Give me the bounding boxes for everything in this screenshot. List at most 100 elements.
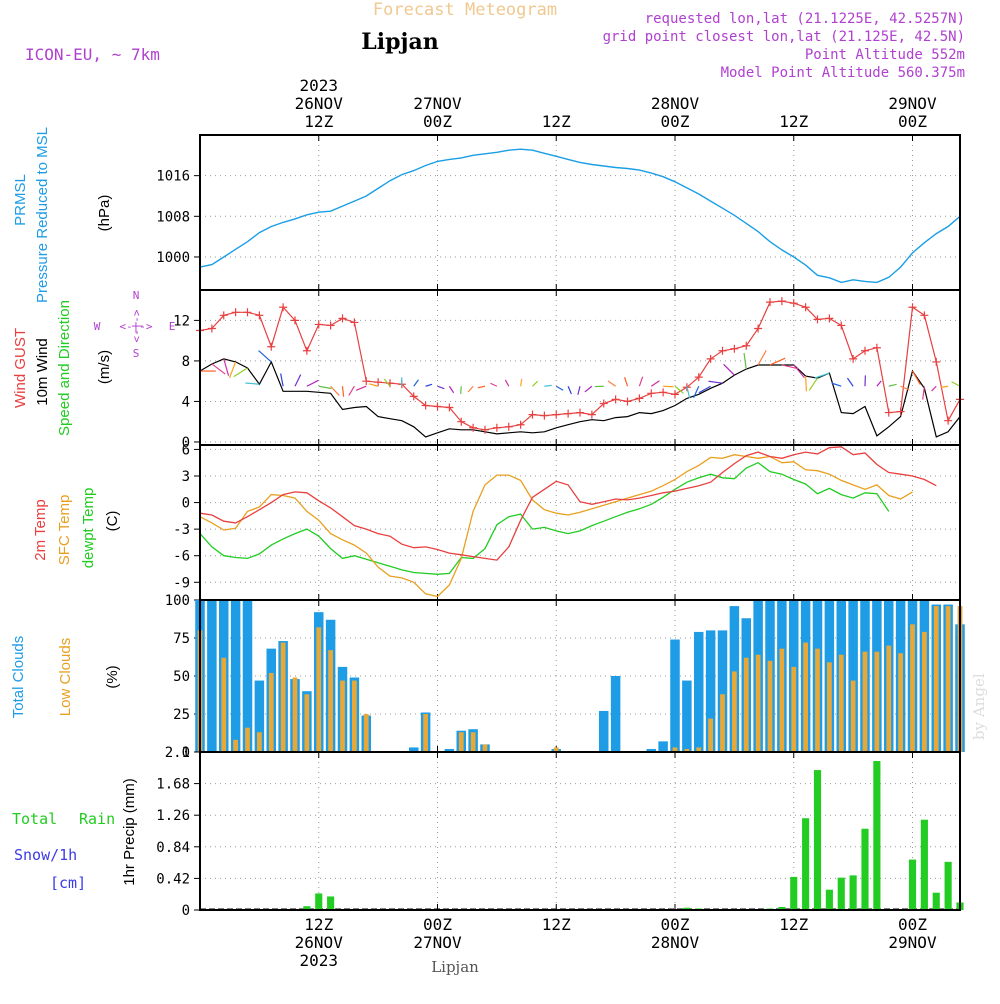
low-cloud-bar [471, 732, 476, 752]
wind-direction-arrow [544, 385, 551, 386]
total-cloud-bar [694, 632, 704, 752]
pressure-label-prmsl: PRMSL [12, 174, 29, 226]
wind-direction-arrow [585, 386, 592, 392]
total-cloud-bar [658, 741, 668, 752]
rain-bar [873, 761, 880, 910]
pressure-label-msl: Pressure Reduced to MSL [34, 127, 51, 303]
gust-marker [552, 411, 560, 419]
time-label: 26NOV [295, 94, 344, 113]
ytick-label: 1.68 [156, 777, 190, 793]
low-cloud-bar [780, 649, 785, 752]
gust-marker [897, 408, 905, 416]
wind-direction-arrow [556, 386, 563, 390]
low-cloud-bar [839, 655, 844, 752]
time-label: 2023 [299, 76, 338, 95]
wind-direction-arrow [794, 365, 805, 378]
snow-label: Snow/1h [14, 846, 77, 864]
time-label: 28NOV [651, 94, 700, 113]
wind-direction-arrow [724, 364, 735, 375]
wind-direction-arrow [709, 381, 723, 383]
low-cloud-bar [423, 714, 428, 752]
wind-unit: (m/s) [96, 350, 113, 384]
low-cloud-bar [910, 624, 915, 752]
gust-marker [885, 409, 893, 417]
gust-marker [327, 321, 335, 329]
wind-direction-arrow [461, 386, 462, 394]
ytick-label: 8 [182, 354, 190, 370]
low-cloud-bar [459, 732, 464, 752]
low-clouds-label: Low Clouds [57, 638, 74, 716]
rain-bar [850, 875, 857, 910]
wind-direction-arrow [806, 376, 807, 391]
low-cloud-bar [708, 719, 713, 752]
gust-marker [671, 390, 679, 398]
gust-marker [315, 320, 323, 328]
gust-marker [647, 389, 655, 397]
wind-direction-arrow [639, 377, 642, 387]
gust-marker [505, 423, 513, 431]
wind-direction-arrow [533, 381, 538, 386]
low-cloud-bar [281, 643, 286, 752]
gust-marker [267, 343, 275, 351]
rain-bar [909, 860, 916, 910]
low-cloud-bar [934, 606, 939, 752]
wind-direction-arrow [663, 386, 673, 387]
low-cloud-bar [768, 661, 773, 752]
rain-bar [945, 862, 952, 910]
ytick-label: 1000 [156, 250, 190, 266]
rain-bar [921, 820, 928, 910]
info-grid-point: grid point closest lon,lat (21.125E, 42.… [603, 29, 965, 45]
rain-bar [814, 770, 821, 910]
wind-direction-arrow [913, 371, 921, 385]
gust-marker [255, 311, 263, 319]
wind-direction-arrow [932, 386, 937, 391]
low-cloud-bar [483, 744, 488, 752]
time-label: 00Z [898, 915, 927, 934]
wind-direction-arrow [490, 383, 496, 386]
wind-direction-arrow [295, 375, 301, 387]
wind-direction-arrow [307, 380, 319, 386]
wind-direction-arrow [952, 382, 960, 386]
compass-w: W [94, 320, 101, 333]
rain-bar [933, 893, 940, 910]
t2m-line [200, 447, 936, 560]
wind-direction-arrow [608, 381, 616, 386]
ytick-label: 75 [173, 631, 190, 647]
low-cloud-bar [791, 667, 796, 752]
low-cloud-bar [233, 740, 238, 752]
cloud-labels: Total Clouds Low Clouds (%) [10, 636, 121, 719]
gust-marker [790, 299, 798, 307]
wind-direction-arrow [234, 368, 248, 377]
time-label: 12Z [779, 915, 808, 934]
wind-direction-arrow [687, 386, 690, 398]
gust-marker [350, 318, 358, 326]
gust-marker [730, 345, 738, 353]
gust-marker [493, 424, 501, 432]
wind-direction-arrow [468, 386, 473, 392]
wind-10m-label: 10m Wind [34, 338, 51, 406]
ytick-label: -9 [173, 575, 190, 591]
low-cloud-bar [744, 658, 749, 752]
dewpt-line [200, 463, 889, 575]
compass-s: S [133, 347, 140, 360]
wind-direction-arrow [758, 350, 766, 365]
gust-marker [849, 355, 857, 363]
low-cloud-bar [269, 673, 274, 752]
panel-frame [200, 445, 960, 600]
gust-marker [825, 314, 833, 322]
time-label: 28NOV [651, 933, 700, 952]
wind-direction-arrow [847, 378, 853, 386]
watermark: by Angel [970, 673, 988, 740]
gust-marker [434, 403, 442, 411]
wind-direction-arrow [770, 358, 785, 365]
total-cloud-bar [670, 640, 680, 752]
wind-direction-arrow [809, 378, 817, 390]
gust-marker [754, 324, 762, 332]
wind-direction-arrow [245, 383, 259, 384]
prmsl-line [200, 149, 960, 282]
panel-frame [200, 752, 960, 910]
precip-labels: Total Rain Snow/1h [cm] 1hr Precip (mm) [12, 778, 138, 892]
ytick-label: 4 [182, 394, 190, 410]
gust-marker [303, 347, 311, 355]
